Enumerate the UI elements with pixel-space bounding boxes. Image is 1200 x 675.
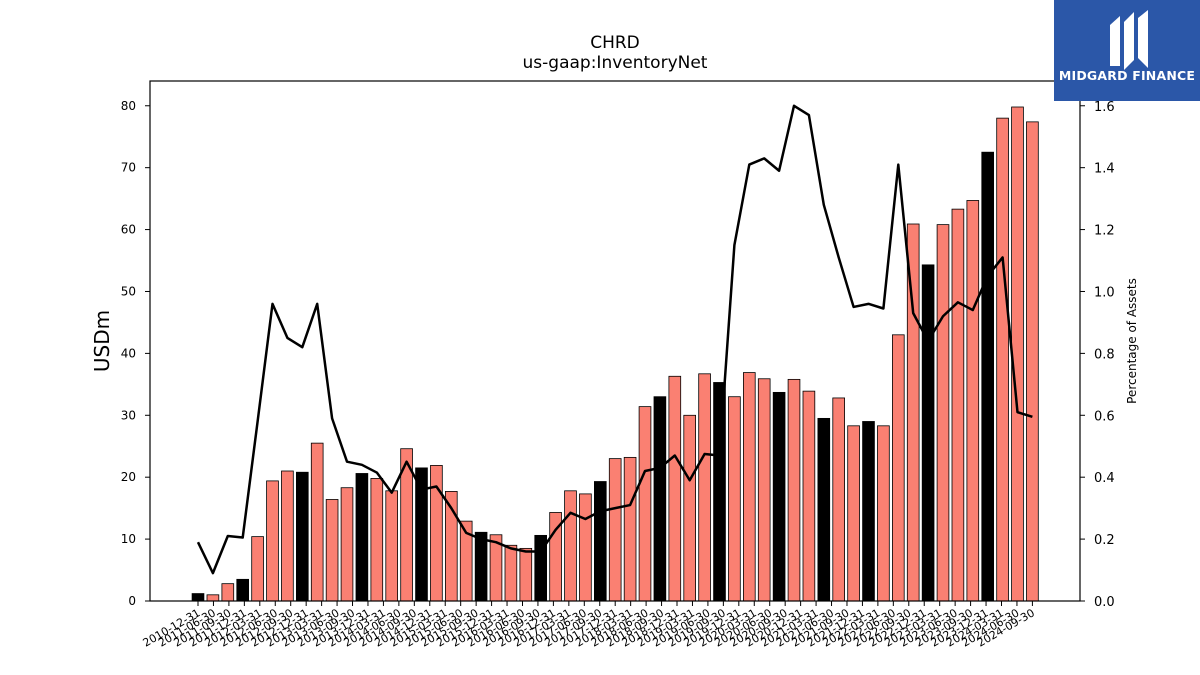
bar	[579, 493, 592, 602]
y-axis-label-right: Percentage of Assets	[1125, 278, 1139, 404]
brand-logo: MIDGARD FINANCE	[1054, 0, 1200, 101]
bar	[519, 547, 533, 602]
left-tick-label: 60	[121, 223, 136, 237]
right-tick-label: 1.0	[1094, 285, 1115, 300]
bar	[608, 458, 622, 602]
midgard-logo-icon	[1110, 10, 1148, 70]
bar	[370, 478, 384, 602]
bar	[951, 208, 965, 602]
bar	[802, 390, 816, 602]
right-tick-label: 0.0	[1094, 595, 1115, 610]
right-tick-label: 0.8	[1094, 347, 1115, 362]
left-tick-label: 30	[121, 408, 136, 422]
bar	[325, 499, 339, 602]
bar	[698, 373, 711, 602]
bar	[668, 375, 682, 602]
bar	[787, 378, 801, 602]
bar	[713, 382, 726, 602]
right-tick-label: 0.6	[1094, 409, 1115, 424]
bar	[281, 470, 294, 602]
x-axis: 2010-12-312011-06-302011-09-302011-12-31…	[141, 601, 1037, 650]
bar	[594, 481, 607, 602]
bar	[966, 200, 980, 602]
bar	[206, 594, 220, 602]
bar	[564, 490, 577, 602]
bar	[623, 456, 637, 602]
bar	[355, 473, 369, 602]
chart-subtitle: us-gaap:InventoryNet	[523, 53, 708, 73]
right-tick-label: 0.2	[1094, 533, 1115, 548]
left-tick-label: 50	[121, 284, 136, 298]
right-tick-label: 0.4	[1094, 471, 1115, 486]
brand-name: MIDGARD FINANCE	[1058, 68, 1196, 83]
left-axis: 0 10 20 30 40 50 60 70 80	[121, 99, 150, 608]
bar	[743, 372, 756, 602]
y-axis-label: USDm	[90, 310, 114, 372]
bar	[385, 490, 398, 602]
bar	[757, 378, 771, 602]
bar	[981, 151, 994, 602]
bar	[772, 391, 786, 602]
bar	[936, 224, 950, 602]
right-tick-label: 1.6	[1094, 100, 1115, 115]
bar	[474, 531, 488, 602]
right-tick-label: 1.2	[1094, 224, 1115, 239]
bar	[340, 487, 354, 602]
bar-series	[191, 106, 1039, 602]
bar	[221, 583, 235, 602]
right-tick-label: 1.4	[1094, 162, 1115, 177]
left-tick-label: 80	[121, 99, 136, 113]
bar	[310, 442, 324, 602]
chart-title: CHRD	[590, 33, 640, 53]
bar	[638, 406, 652, 602]
bar	[832, 397, 845, 602]
bar	[191, 593, 205, 602]
left-tick-label: 0	[128, 594, 136, 608]
right-axis: 0.0 0.2 0.4 0.6 0.8 1.0 1.2 1.4 1.6	[1080, 100, 1115, 610]
line-series	[196, 104, 1033, 575]
bar	[817, 417, 831, 602]
bar	[921, 264, 935, 602]
left-tick-label: 40	[121, 346, 136, 360]
bar	[504, 544, 518, 602]
bar	[862, 421, 875, 602]
left-tick-label: 10	[121, 532, 136, 546]
bar	[236, 578, 250, 602]
bar	[653, 396, 667, 602]
bar	[1026, 121, 1039, 602]
bar	[295, 471, 309, 602]
bar	[847, 425, 860, 602]
bar	[683, 414, 696, 602]
bar	[251, 536, 264, 602]
bar	[996, 117, 1009, 602]
left-tick-label: 70	[121, 161, 136, 175]
bar	[728, 396, 741, 602]
bar	[892, 334, 905, 602]
left-tick-label: 20	[121, 470, 136, 484]
bar	[877, 425, 890, 602]
bar	[266, 480, 279, 602]
bar	[1011, 106, 1024, 602]
